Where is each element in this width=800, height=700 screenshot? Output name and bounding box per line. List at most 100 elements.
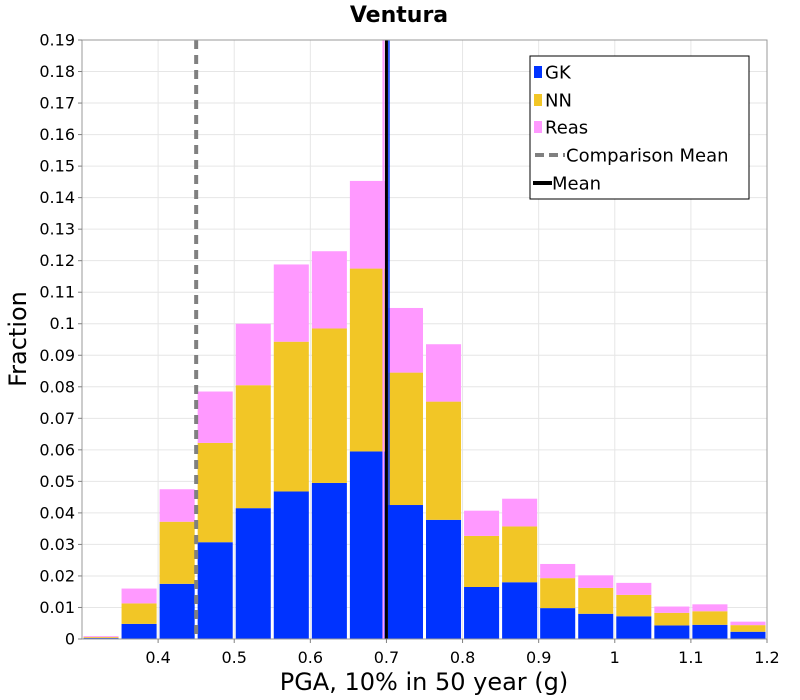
bar-reas [273,264,309,342]
legend-label-comparison-mean: Comparison Mean [566,146,729,167]
bar-reas [616,582,652,595]
bar-gk [235,508,271,639]
bar-nn [692,611,728,625]
y-tick-label: 0.15 [39,157,75,176]
y-tick-label: 0.1 [50,314,75,333]
bar-reas [692,604,728,612]
legend-swatch-reas [534,121,542,133]
x-tick-label: 0.9 [526,648,551,667]
x-axis-ticks: 0.4 0.5 0.6 0.7 0.8 0.9 1 1.1 1.2 [145,639,780,667]
y-tick-label: 0.08 [39,377,75,396]
y-tick-label: 0.16 [39,125,75,144]
bar-gk [121,623,157,639]
bar-reas [235,323,271,386]
bar-gk [616,616,652,639]
bar-nn [349,268,385,452]
bar-gk [502,582,538,639]
x-tick-label: 0.7 [374,648,399,667]
legend-label-gk: GK [545,63,572,84]
y-tick-label: 0.14 [39,188,75,207]
x-tick-label: 0.4 [145,648,170,667]
bar-reas [159,489,195,522]
bar-reas [349,180,385,269]
y-tick-label: 0.12 [39,251,75,270]
bar-reas [654,606,690,613]
y-tick-label: 0.13 [39,220,75,239]
y-tick-label: 0.19 [39,31,75,50]
x-tick-label: 0.8 [450,648,475,667]
bar-reas [311,251,347,329]
bar-nn [121,603,157,624]
bar-nn [159,521,195,584]
legend-box [529,55,750,200]
x-tick-label: 1.2 [754,648,779,667]
bar-reas [121,588,157,604]
bar-nn [616,594,652,617]
bar-gk [273,491,309,639]
bar-nn [311,328,347,483]
y-tick-label: 0.11 [39,283,75,302]
legend-swatch-nn [534,94,542,106]
bar-reas [426,344,462,402]
bar-nn [197,442,233,543]
bar-gk [426,519,462,639]
bar-nn [464,535,500,587]
y-tick-label: 0.02 [39,566,75,585]
x-tick-label: 0.5 [221,648,246,667]
y-tick-label: 0 [65,630,75,649]
bar-nn [235,385,271,509]
bar-reas [502,498,538,527]
bar-reas [197,391,233,443]
bar-gk [692,624,728,639]
y-axis-ticks: 0 0.01 0.02 0.03 0.04 0.05 0.06 0.07 0.08 0.09 0.1… [39,31,82,649]
bar-nn [502,526,538,583]
x-tick-label: 1.1 [678,648,703,667]
y-tick-label: 0.04 [39,503,75,522]
reference-lines [194,40,390,639]
legend-swatch-gk [534,66,542,78]
bar-reas [464,510,500,536]
bar-reas [540,563,576,579]
bar-nn [387,372,423,506]
bar-nn [730,625,766,632]
x-axis-label: PGA, 10% in 50 year (g) [280,668,569,696]
bar-reas [387,307,423,373]
legend-label-nn: NN [545,91,572,112]
x-tick-label: 1 [610,648,620,667]
bar-reas [730,621,766,626]
legend-label-reas: Reas [545,118,588,139]
bars [83,180,766,639]
bar-nn [426,401,462,520]
legend-label-mean: Mean [552,174,601,195]
y-tick-label: 0.01 [39,598,75,617]
y-tick-label: 0.07 [39,409,75,428]
y-axis-label: Fraction [4,291,32,387]
bar-gk [387,505,423,639]
legend: GK NN Reas Comparison Mean Mean [529,55,750,200]
y-tick-label: 0.09 [39,346,75,365]
bar-gk [578,613,614,639]
bar-reas [578,575,614,588]
y-tick-label: 0.05 [39,472,75,491]
y-tick-label: 0.03 [39,535,75,554]
bar-gk [730,631,766,639]
y-tick-label: 0.06 [39,440,75,459]
bar-nn [540,578,576,609]
bar-nn [654,612,690,626]
bar-gk [349,451,385,639]
chart-title: Ventura [350,3,448,28]
bar-gk [159,583,195,639]
bar-gk [540,608,576,639]
y-tick-label: 0.17 [39,94,75,113]
plot-frame [81,39,768,640]
bar-gk [464,586,500,639]
bar-reas [83,636,119,638]
bar-nn [83,637,119,639]
bar-gk [311,482,347,639]
bar-nn [273,341,309,492]
bar-gk [654,625,690,639]
bar-gk [197,542,233,639]
y-tick-label: 0.18 [39,62,75,81]
x-tick-label: 0.6 [298,648,323,667]
